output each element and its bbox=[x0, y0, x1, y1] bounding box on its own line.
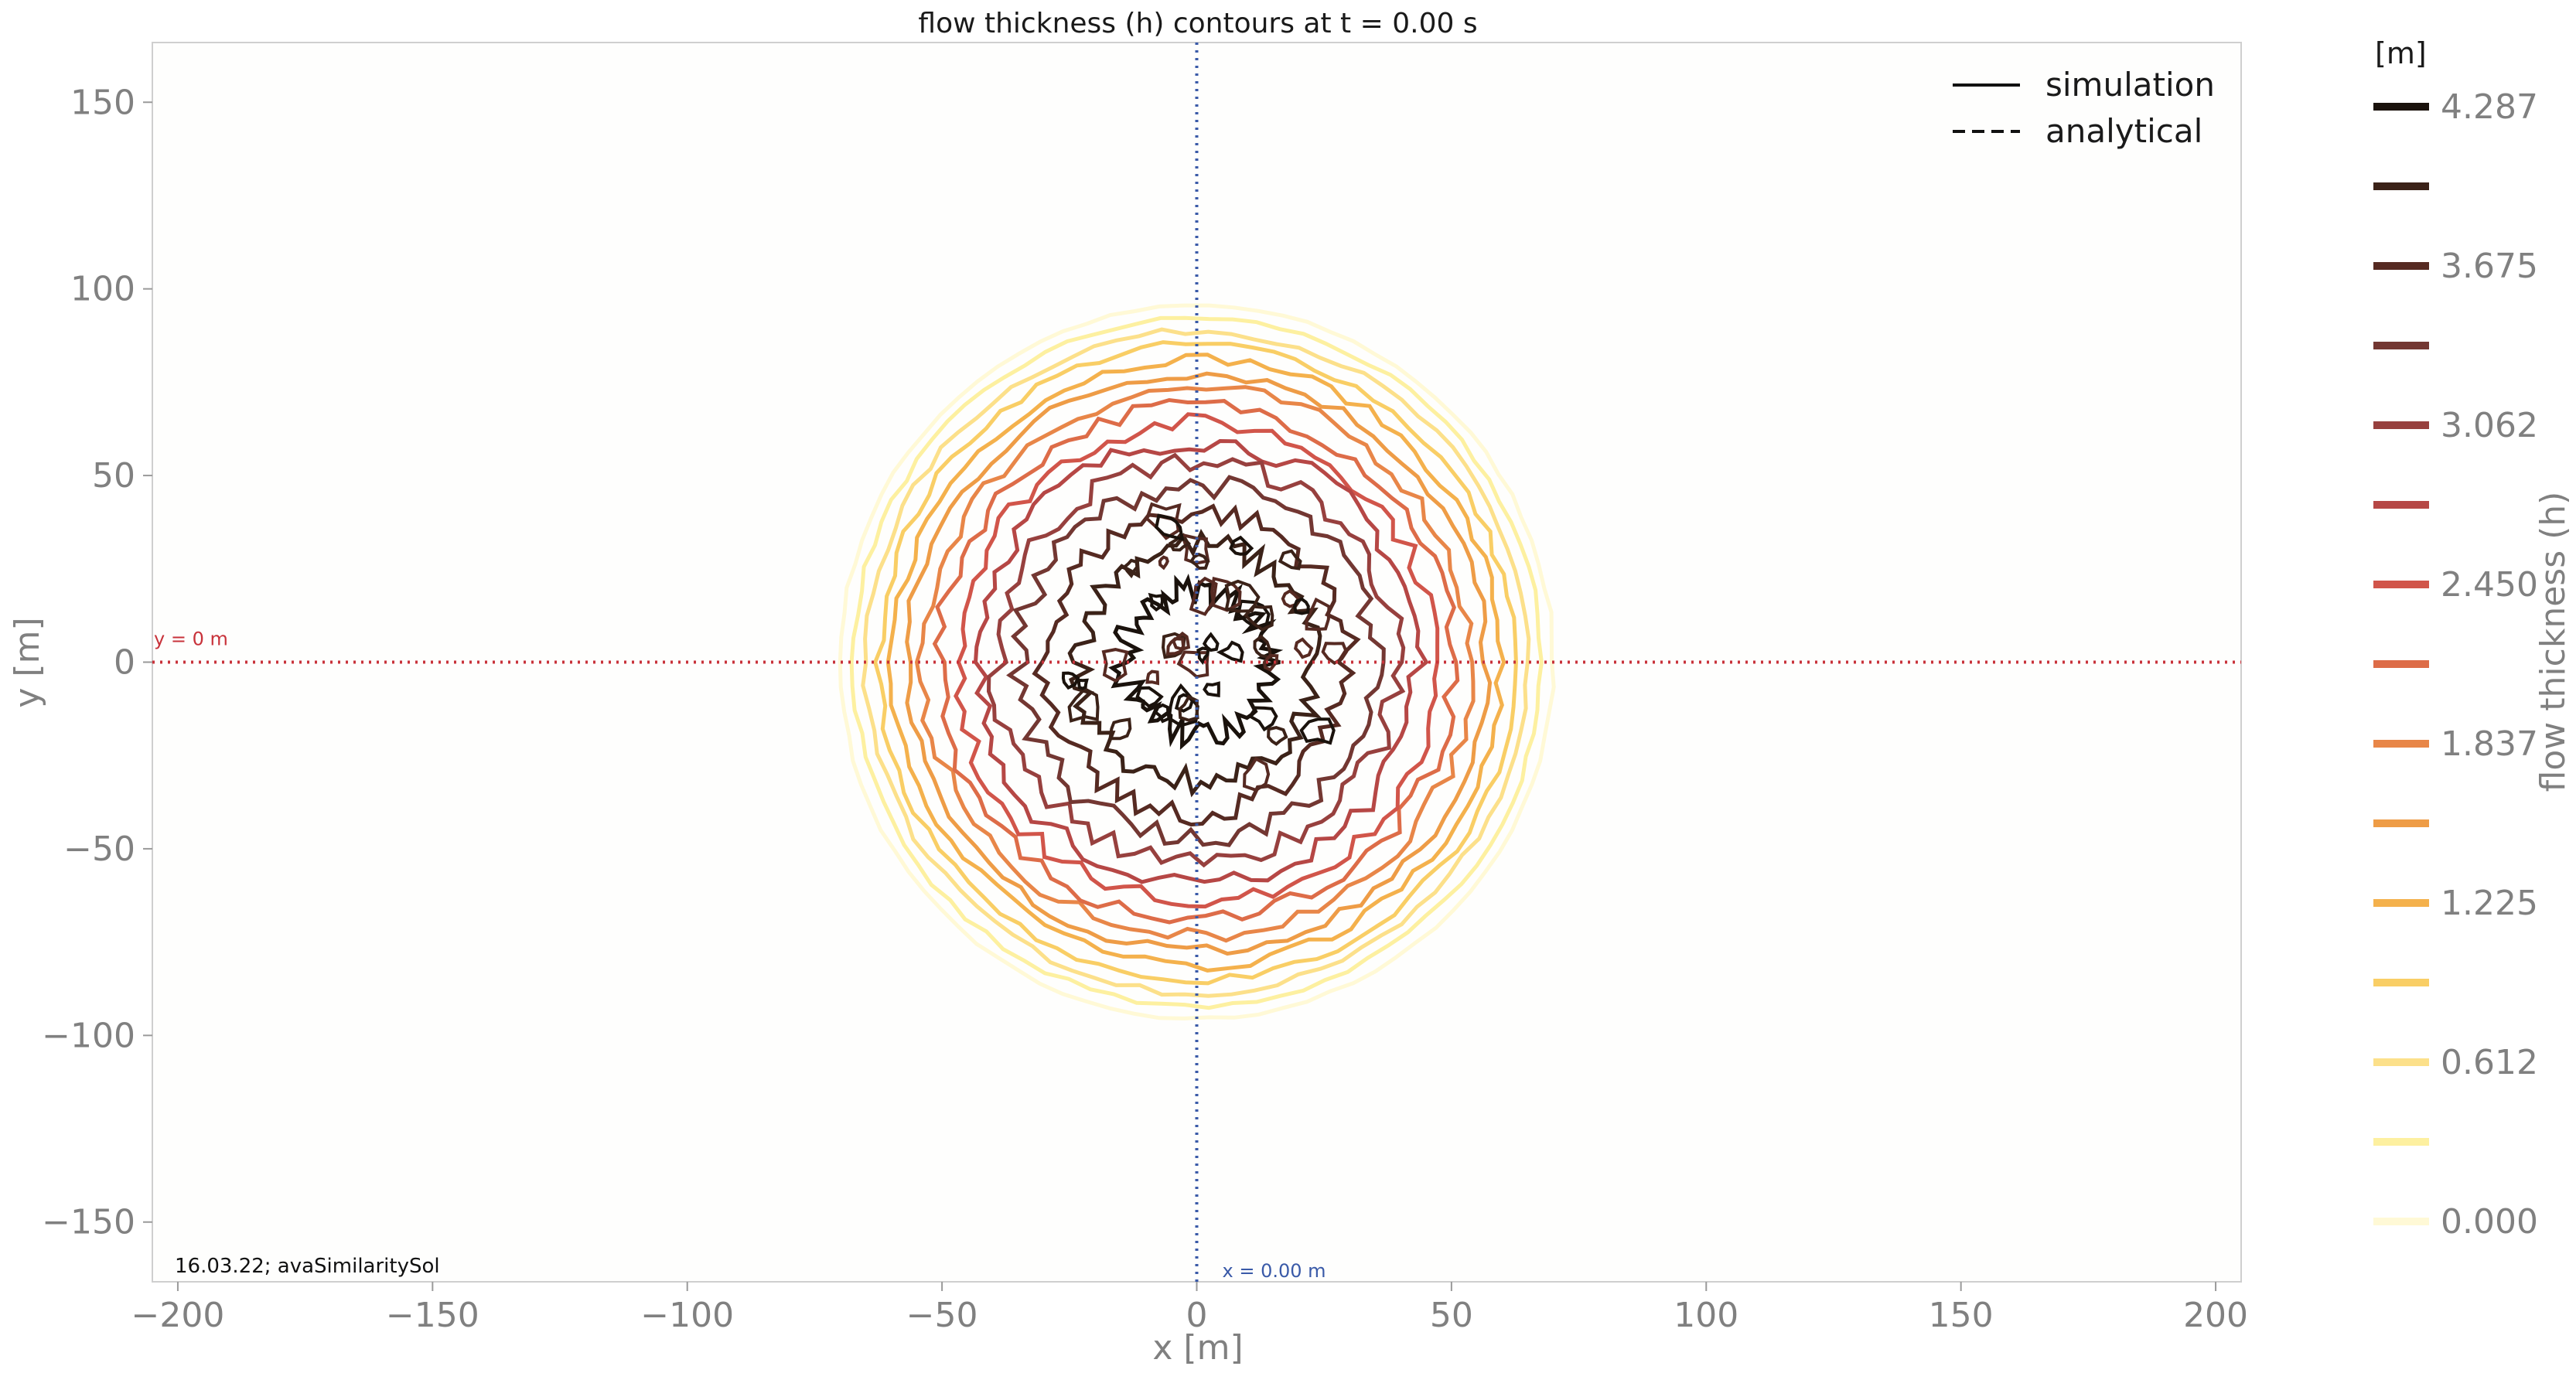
y-tick-label: 150 bbox=[70, 83, 135, 122]
contour-blob bbox=[1135, 686, 1164, 709]
contour-blob bbox=[1267, 726, 1288, 746]
y-tick-label: −100 bbox=[42, 1016, 135, 1055]
x-tick-label: 100 bbox=[1674, 1296, 1738, 1335]
y-tick-label: −50 bbox=[63, 830, 135, 869]
contour-ring bbox=[973, 438, 1429, 884]
contour-blob bbox=[1247, 706, 1278, 732]
contour-blob bbox=[1061, 671, 1080, 690]
colorbar-tick-label: 4.287 bbox=[2441, 87, 2538, 127]
x-tick-label: −200 bbox=[131, 1296, 225, 1335]
contour-blob bbox=[1202, 632, 1220, 652]
y-axis-label: y [m] bbox=[8, 617, 47, 707]
contour-blob bbox=[1242, 756, 1271, 792]
y-tick-label: −150 bbox=[42, 1203, 135, 1242]
contour-blob bbox=[1237, 599, 1271, 629]
y-tick-label: 50 bbox=[92, 456, 135, 496]
reference-label-y: y = 0 m bbox=[154, 629, 228, 650]
contour-blob bbox=[1153, 703, 1171, 724]
contour-blob bbox=[1189, 576, 1218, 616]
contour-blob bbox=[1305, 597, 1331, 632]
contour-blob bbox=[1167, 683, 1199, 727]
contour-blob bbox=[1067, 686, 1100, 723]
contour-blob bbox=[1292, 597, 1310, 615]
date-annotation: 16.03.22; avaSimilaritySol bbox=[175, 1255, 440, 1278]
contour-ring bbox=[873, 340, 1518, 986]
contour-blob bbox=[1145, 502, 1182, 540]
x-tick-label: 50 bbox=[1430, 1296, 1473, 1335]
x-tick-label: 200 bbox=[2183, 1296, 2248, 1335]
x-tick-label: −100 bbox=[640, 1296, 734, 1335]
y-axis: −150 −100 −50 0 50 100 150 bbox=[42, 83, 152, 1242]
contour-blob bbox=[1229, 535, 1254, 556]
colorbar: 0.000 0.612 1.225 1.837 2.450 3.062 3.675 4.287 bbox=[2373, 87, 2538, 1242]
colorbar-label: flow thickness (h) bbox=[2533, 492, 2573, 792]
colorbar-tick-label: 3.675 bbox=[2441, 247, 2538, 286]
contour-blob bbox=[1216, 640, 1244, 663]
colorbar-unit: [m] bbox=[2375, 36, 2427, 70]
contour-ring bbox=[914, 385, 1476, 943]
y-tick-label: 0 bbox=[114, 643, 135, 683]
x-axis-label: x [m] bbox=[1152, 1328, 1243, 1368]
contour-ring bbox=[838, 303, 1556, 1020]
contour-blob bbox=[1145, 669, 1160, 686]
contour-ring bbox=[932, 397, 1460, 925]
colorbar-tick-label: 2.450 bbox=[2441, 565, 2538, 605]
x-tick-label: −150 bbox=[386, 1296, 479, 1335]
contour-lines bbox=[838, 303, 1556, 1020]
contour-blob bbox=[1176, 650, 1210, 679]
contour-blob bbox=[1294, 637, 1314, 659]
contour-blob bbox=[1155, 513, 1185, 541]
contour-blob bbox=[1158, 555, 1169, 571]
chart-title: flow thickness (h) contours at t = 0.00 … bbox=[918, 8, 1477, 39]
x-tick-label: 0 bbox=[1186, 1296, 1208, 1335]
colorbar-tick-label: 3.062 bbox=[2441, 406, 2538, 445]
contour-blob bbox=[1224, 579, 1261, 613]
colorbar-tick-label: 1.837 bbox=[2441, 724, 2538, 764]
contour-blob bbox=[1101, 648, 1129, 683]
legend-label-simulation: simulation bbox=[2045, 66, 2215, 104]
contour-blob bbox=[1178, 694, 1199, 722]
contour-blob bbox=[1196, 646, 1210, 665]
reference-label-x: x = 0.00 m bbox=[1223, 1260, 1326, 1282]
contour-blob bbox=[1108, 717, 1132, 741]
contour-blob bbox=[1174, 693, 1195, 713]
contour-blob bbox=[1321, 642, 1349, 666]
colorbar-tick-label: 1.225 bbox=[2441, 884, 2538, 923]
contour-blob bbox=[1299, 717, 1336, 745]
x-axis: −200 −150 −100 −50 0 50 100 150 200 bbox=[131, 1282, 2248, 1335]
contour-blob bbox=[1171, 631, 1191, 651]
contour-blob bbox=[1262, 653, 1279, 672]
contour-blob bbox=[1189, 553, 1210, 571]
contour-blob bbox=[1165, 637, 1186, 656]
colorbar-tick-label: 0.000 bbox=[2441, 1202, 2538, 1242]
legend-label-analytical: analytical bbox=[2045, 112, 2202, 150]
contour-blob bbox=[1148, 592, 1165, 612]
x-tick-label: 150 bbox=[1929, 1296, 1994, 1335]
contour-ring bbox=[849, 315, 1544, 1010]
contour-blob bbox=[1243, 605, 1274, 632]
legend: simulation analytical bbox=[1953, 66, 2215, 150]
contour-blob bbox=[1278, 549, 1302, 571]
contour-blob bbox=[1122, 558, 1139, 579]
contour-blob bbox=[1203, 681, 1220, 697]
y-tick-label: 100 bbox=[70, 270, 135, 309]
x-tick-label: −50 bbox=[906, 1296, 978, 1335]
colorbar-tick-label: 0.612 bbox=[2441, 1043, 2538, 1082]
contour-ring bbox=[986, 452, 1406, 868]
contour-blob bbox=[1076, 678, 1089, 690]
contour-blob bbox=[1179, 533, 1210, 565]
